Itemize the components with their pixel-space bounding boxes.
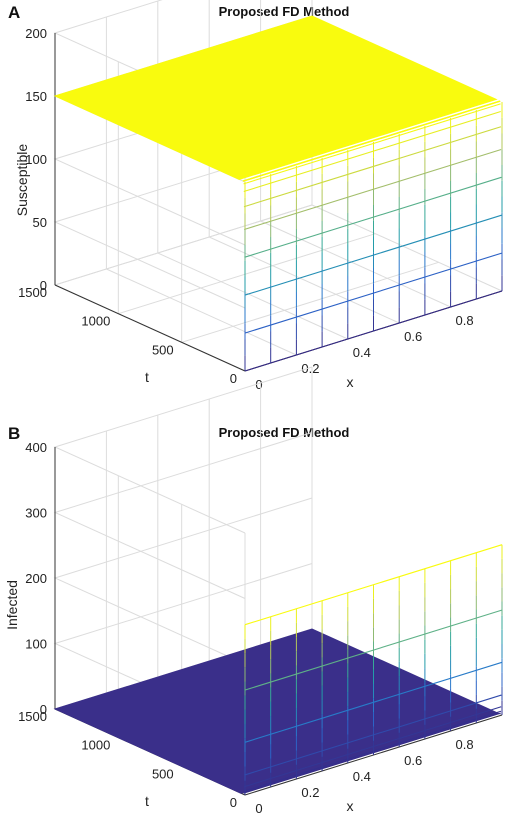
panel-a-mesh-line-t <box>242 100 500 182</box>
panel-a-mesh-line-t <box>243 110 501 193</box>
panel-a-letter: A <box>8 3 20 22</box>
panel-a-ytick: 1000 <box>81 314 110 329</box>
panel-b-mesh-line-t <box>243 710 502 792</box>
panel-a-zlabel: Susceptible <box>14 144 30 217</box>
panel-a-xtick: 0 <box>255 377 262 392</box>
panel-b-grid-z <box>53 432 313 599</box>
panel-b-xtick: 0.2 <box>301 785 319 800</box>
panel-a-grid-z <box>53 204 313 372</box>
panel-a-mesh-line-t <box>244 176 502 258</box>
panel-b-ytick: 500 <box>152 766 174 781</box>
panel-b-letter: B <box>8 424 20 443</box>
panel-a-xtick: 0.2 <box>301 361 319 376</box>
panel-b-xtick: 0.8 <box>456 737 474 752</box>
panel-b-grid-z <box>53 497 313 665</box>
panel-b-ytick: 1000 <box>81 738 110 753</box>
panel-a-mesh-line-t <box>243 126 502 208</box>
panel-a-xtick: 0.8 <box>456 313 474 328</box>
panel-a-ztick: 50 <box>33 215 47 230</box>
panel-a-xtick: 0.4 <box>353 345 371 360</box>
panel-b-ztick: 100 <box>25 637 47 652</box>
panel-b-ytick: 1500 <box>18 709 47 724</box>
panel-b-mesh-line-t <box>243 712 501 794</box>
panel-a-title: Proposed FD Method <box>219 4 350 19</box>
panel-a-ylabel: t <box>145 369 149 385</box>
panel-a-ztick: 0 <box>40 278 47 293</box>
panel-a-ztick: 200 <box>25 26 47 41</box>
panel-a-plateau-surface <box>53 15 498 180</box>
panel-a: A Proposed FD Method 00.20.40.60.8105001… <box>8 0 503 392</box>
panel-b-mesh-line-t <box>244 694 502 776</box>
panel-b-ztick: 0 <box>40 702 47 717</box>
panel-b-ztick: 300 <box>25 506 47 521</box>
panel-b-ylabel: t <box>145 793 149 809</box>
panel-a-xtick: 0.6 <box>404 329 422 344</box>
panel-b-xtick: 0.4 <box>353 769 371 784</box>
panel-b-ztick: 200 <box>25 571 47 586</box>
panel-a-t-axis <box>54 284 246 372</box>
panel-b-zlabel: Infected <box>4 580 20 630</box>
panel-b-ytick: 0 <box>230 795 237 810</box>
panel-b-flat-surface <box>53 628 500 794</box>
panel-b-xlabel: x <box>347 798 354 814</box>
panel-b-title: Proposed FD Method <box>219 425 350 440</box>
panel-a-xlabel: x <box>347 374 354 390</box>
panel-b-xtick: 0 <box>255 801 262 816</box>
panel-a-mesh-line-t <box>243 103 501 185</box>
panel-b-mesh-line-t <box>244 706 502 788</box>
panel-b-ztick: 400 <box>25 440 47 455</box>
panel-a-ztick: 150 <box>25 89 47 104</box>
panel-b-xtick: 0.6 <box>404 753 422 768</box>
panel-a-ytick: 1500 <box>18 285 47 300</box>
panel-a-mesh-line-t <box>244 148 502 231</box>
panel-a-ztick: 100 <box>25 152 47 167</box>
panel-b: B Proposed FD Method 00.20.40.60.8105001… <box>4 366 503 816</box>
panel-b-grid-z <box>53 366 313 534</box>
panel-a-ytick: 0 <box>230 371 237 386</box>
panel-a-ytick: 500 <box>152 342 174 357</box>
